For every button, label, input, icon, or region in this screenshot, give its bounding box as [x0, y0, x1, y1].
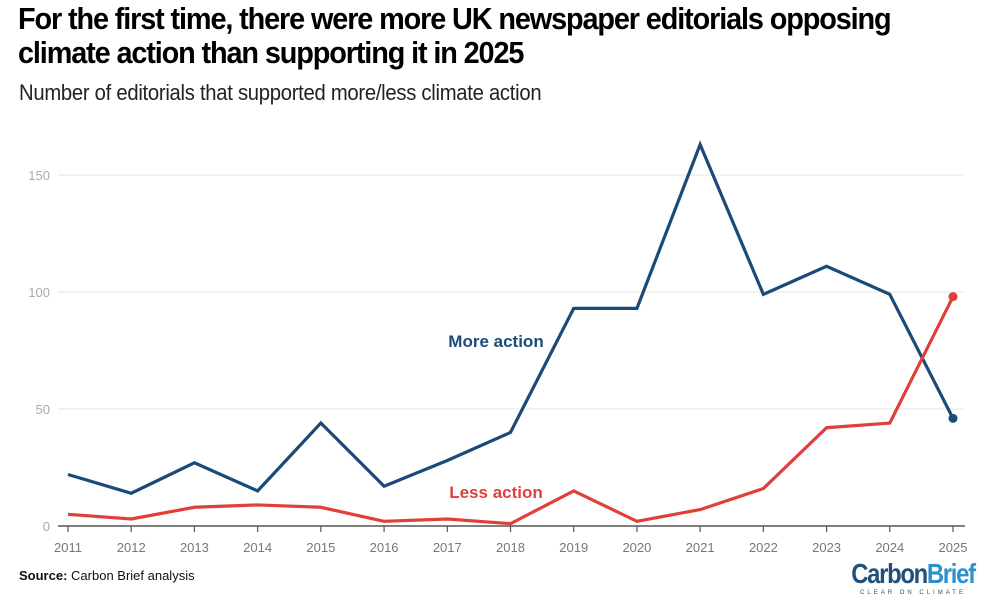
x-tick-label: 2019	[559, 540, 588, 555]
series-label: More action	[448, 332, 543, 351]
series-labels: More action Less action	[448, 332, 543, 502]
logo-tagline: CLEAR ON CLIMATE	[860, 590, 966, 596]
x-tick-label: 2025	[939, 540, 968, 555]
y-tick-label: 50	[36, 402, 50, 417]
x-tick-label: 2012	[117, 540, 146, 555]
x-tick-label: 2011	[54, 540, 82, 555]
source-label: Source:	[19, 568, 68, 583]
x-tick-label: 2018	[496, 540, 525, 555]
y-axis-ticks: 0 50 100 150	[28, 168, 50, 534]
gridlines	[58, 174, 965, 410]
x-tick-label: 2014	[243, 540, 272, 555]
series-label: Less action	[449, 483, 543, 502]
y-tick-label: 150	[28, 168, 50, 183]
x-tick-label: 2021	[686, 540, 715, 555]
x-tick-label: 2015	[306, 540, 335, 555]
series-lines	[67, 140, 958, 526]
x-axis: 2011 2012 2013 2014 2015 2016 2017 2018 2019 2020…	[54, 525, 968, 555]
end-point-less-action	[948, 292, 958, 302]
source-text: Carbon Brief analysis	[71, 568, 195, 583]
x-tick-label: 2013	[180, 540, 209, 555]
x-tick-label: 2023	[812, 540, 841, 555]
y-tick-label: 0	[43, 519, 50, 534]
x-tick-label: 2017	[433, 540, 462, 555]
end-point-more-action	[948, 413, 958, 423]
x-tick-label: 2022	[749, 540, 778, 555]
carbon-brief-logo: CarbonBrief CLEAR ON CLIMATE	[838, 558, 988, 597]
series-line-more-action	[67, 140, 955, 495]
y-tick-label: 100	[28, 285, 50, 300]
x-tick-label: 2016	[370, 540, 399, 555]
series-line-less-action	[67, 295, 955, 526]
logo-carbon: Carbon	[851, 558, 928, 589]
logo-brief: Brief	[926, 558, 976, 589]
x-tick-label: 2024	[875, 540, 904, 555]
chart-title: For the first time, there were more UK n…	[18, 1, 892, 70]
chart-subtitle: Number of editorials that supported more…	[19, 80, 542, 105]
x-tick-label: 2020	[622, 540, 651, 555]
source-note: Source: Carbon Brief analysis	[19, 568, 195, 583]
